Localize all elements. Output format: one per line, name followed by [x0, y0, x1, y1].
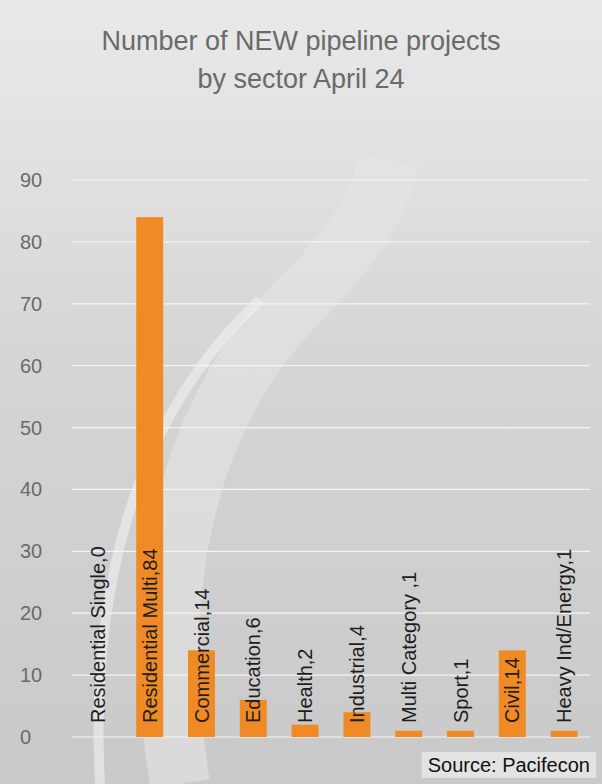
tick-label: 40	[20, 478, 42, 500]
category-label: Civil,14	[501, 657, 523, 723]
category-label: Sport,1	[450, 659, 472, 723]
bar	[499, 650, 526, 737]
tick-label: 90	[20, 169, 42, 191]
tick-label: 10	[20, 664, 42, 686]
tick-label: 80	[20, 231, 42, 253]
category-label: Heavy Ind/Energy,1	[553, 549, 575, 723]
bar	[84, 737, 111, 738]
bar	[395, 731, 422, 737]
source-background	[422, 752, 596, 778]
road-decoration	[99, 300, 260, 784]
bar	[551, 731, 578, 737]
category-label: Commercial,14	[191, 589, 213, 723]
tick-label: 70	[20, 293, 42, 315]
background	[0, 0, 602, 784]
bar	[292, 725, 319, 737]
source: Source: Pacifecon	[428, 754, 590, 776]
chart: 0 10 20 30 40 50 60 70 80 90 Residential Single,0 R…	[0, 0, 602, 784]
category-label: Industrial,4	[346, 625, 368, 723]
tick-label: 50	[20, 417, 42, 439]
bars	[136, 217, 577, 737]
category-label: Education,6	[242, 617, 264, 723]
tick-label: 60	[20, 355, 42, 377]
category-label: Residential Multi,84	[139, 548, 161, 723]
title: Number of NEW pipeline projectsby sector…	[101, 26, 500, 94]
road-decoration	[169, 160, 390, 784]
grid-line	[72, 179, 590, 180]
category-label: Residential Single,0	[87, 546, 109, 723]
tick-label: 30	[20, 540, 42, 562]
category-label: Health,2	[294, 649, 316, 724]
tick-label: 20	[20, 602, 42, 624]
bar	[447, 731, 474, 737]
category-label: Multi Category ,1	[398, 572, 420, 723]
tick-label: 0	[20, 726, 31, 748]
bar	[136, 217, 163, 737]
